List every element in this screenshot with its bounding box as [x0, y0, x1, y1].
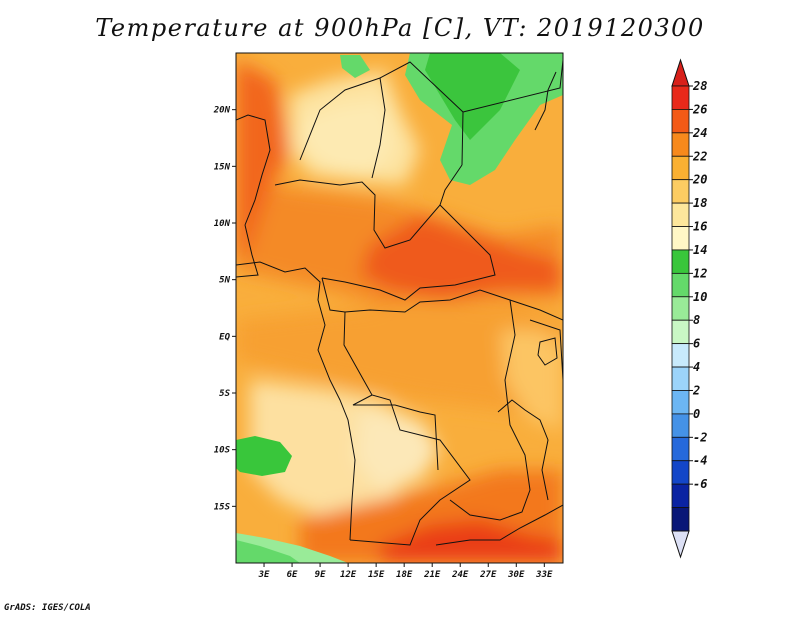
- colorbar-swatch: [671, 296, 690, 321]
- colorbar-label: 0: [693, 407, 700, 421]
- lon-tick-label: 24E: [451, 570, 469, 580]
- colorbar-label: 24: [692, 126, 707, 140]
- lat-tick-label: 15N: [214, 162, 231, 172]
- colorbar-label: 10: [693, 290, 707, 304]
- colorbar-label: 6: [693, 337, 700, 351]
- colorbar-label: 4: [693, 360, 700, 374]
- lon-tick-label: 21E: [423, 570, 441, 580]
- colorbar-swatch: [671, 155, 690, 181]
- colorbar-label: 22: [692, 149, 707, 163]
- colorbar-swatch: [671, 202, 690, 227]
- colorbar-swatch: [671, 460, 690, 485]
- colorbar-swatch: [671, 390, 690, 415]
- colorbar-swatch: [671, 179, 690, 204]
- lat-tick-label: 20N: [213, 106, 231, 116]
- lon-tick-label: 27E: [479, 570, 497, 580]
- colorbar-label: 14: [693, 243, 707, 257]
- colorbar-label: -6: [693, 477, 707, 491]
- colorbar-label: 8: [693, 313, 700, 327]
- longitude-axis: 3E 6E 9E 12E 15E 18E 21E 24E 27E 30E 33E: [258, 563, 553, 580]
- colorbar-label: 26: [692, 102, 707, 116]
- map-frame: [235, 52, 564, 564]
- colorbar-swatch: [671, 249, 690, 274]
- lat-tick-label: 5N: [219, 276, 230, 286]
- temperature-field: [236, 53, 563, 563]
- lon-tick-label: 33E: [535, 570, 553, 580]
- colorbar-label: 28: [692, 79, 707, 93]
- colorbar-swatch: [671, 109, 690, 134]
- colorbar-label: 2: [692, 383, 700, 397]
- colorbar-label: 16: [693, 220, 707, 234]
- colorbar-swatch: [671, 226, 690, 251]
- colorbar-swatch: [671, 483, 690, 508]
- colorbar-label: -2: [693, 430, 707, 444]
- colorbar-bottom-triangle: [671, 530, 690, 559]
- map-title: Temperature at 900hPa [C], VT: 201912030…: [95, 14, 705, 42]
- lon-tick-label: 9E: [315, 570, 326, 580]
- colorbar-label: 12: [693, 266, 707, 280]
- colorbar-swatch: [671, 436, 690, 462]
- colorbar-swatch: [671, 319, 690, 345]
- lat-tick-label: 10N: [214, 219, 231, 229]
- colorbar-label: 18: [693, 196, 707, 210]
- grads-credit: GrADS: IGES/COLA: [4, 603, 91, 613]
- lon-tick-label: 30E: [507, 570, 525, 580]
- lat-tick-label: 15S: [214, 502, 231, 512]
- colorbar-swatch: [671, 507, 690, 532]
- lon-tick-label: 12E: [340, 570, 357, 580]
- lat-tick-label: 10S: [214, 446, 231, 456]
- colorbar-swatch: [671, 343, 690, 368]
- lat-tick-label: EQ: [219, 332, 230, 342]
- lon-tick-label: 15E: [368, 570, 385, 580]
- colorbar-swatch: [671, 85, 690, 110]
- lon-tick-label: 18E: [396, 570, 413, 580]
- lon-tick-label: 6E: [287, 570, 298, 580]
- colorbar-swatch: [671, 366, 690, 391]
- colorbar-label: -4: [693, 454, 707, 468]
- colorbar-swatch: [671, 413, 690, 438]
- latitude-axis: 20N 15N 10N 5N EQ 5S 10S 15S: [213, 106, 236, 512]
- colorbar-swatch: [671, 132, 690, 157]
- colorbar-label: 20: [692, 173, 707, 187]
- colorbar-top-triangle: [671, 58, 690, 87]
- lon-tick-label: 3E: [258, 570, 270, 580]
- colorbar-swatch: [671, 272, 690, 298]
- lat-tick-label: 5S: [219, 389, 230, 399]
- country-borders: [236, 59, 563, 546]
